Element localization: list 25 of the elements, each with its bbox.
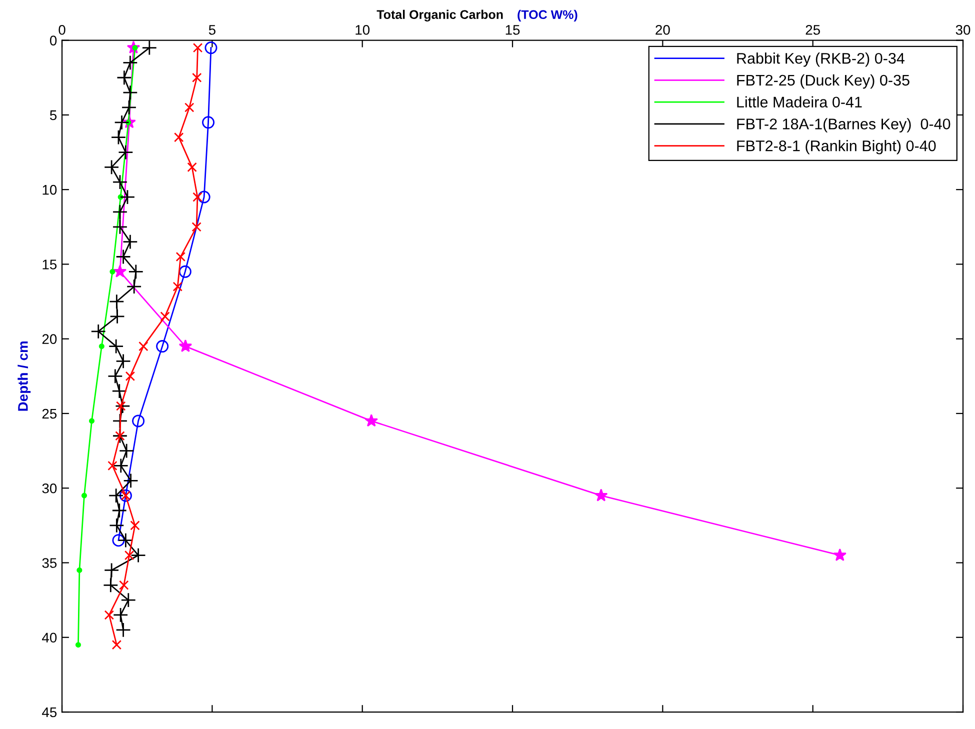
y-tick-label: 25 (42, 408, 57, 419)
legend-label: Little Madeira 0-41 (737, 96, 862, 108)
y-tick-label: 5 (50, 110, 57, 120)
y-tick-label: 35 (42, 558, 57, 568)
x-tick-label: 0 (58, 24, 66, 35)
x-tick-label: 20 (656, 24, 670, 35)
legend-label: FBT2-25 (Duck Key) 0-35 (737, 74, 910, 89)
legend-label: FBT-2 18A-1(Barnes Key) 0-40 (737, 118, 950, 132)
y-tick-label: 20 (42, 334, 57, 344)
x-tick-label: 5 (208, 25, 216, 35)
y-tick-label: 40 (42, 632, 57, 643)
x-tick-label: 30 (956, 24, 970, 35)
x-tick-label: 15 (506, 25, 520, 35)
y-tick-label: 0 (50, 36, 57, 46)
chart-title: Total Organic Carbon (376, 10, 503, 22)
legend-label: Rabbit Key (RKB-2) 0-34 (737, 52, 904, 67)
x-tick-label: 10 (356, 24, 370, 35)
x-axis-title: (TOC W%) (518, 10, 578, 22)
legend-label: FBT2-8-1 (Rankin Bight) 0-40 (737, 140, 936, 154)
y-tick-label: 15 (42, 260, 57, 270)
y-axis-title: Depth / cm (18, 342, 31, 411)
y-tick-label: 45 (42, 707, 57, 718)
y-tick-label: 30 (42, 483, 57, 494)
x-tick-label: 25 (806, 24, 820, 35)
y-tick-label: 10 (42, 184, 57, 195)
